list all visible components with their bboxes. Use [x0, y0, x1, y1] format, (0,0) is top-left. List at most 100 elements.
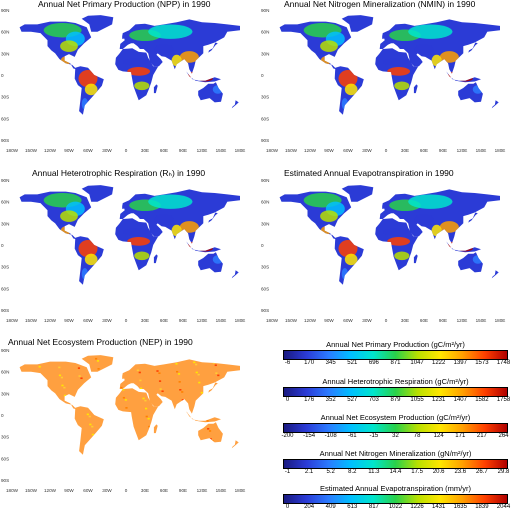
- legend-tick-label: 1397: [453, 360, 467, 366]
- value-patch: [159, 388, 162, 390]
- latitude-label: 60N: [261, 30, 269, 35]
- legend-tick-label: 352: [325, 397, 336, 403]
- value-patch: [122, 228, 149, 236]
- longitude-label: 90W: [64, 318, 74, 323]
- value-patch: [145, 415, 148, 418]
- legend-tick-label: 1226: [410, 504, 424, 510]
- longitude-label: 150E: [476, 148, 487, 153]
- value-patch: [144, 399, 147, 402]
- latitude-label: 60N: [1, 200, 9, 205]
- longitude-label: 30E: [401, 318, 409, 323]
- value-patch: [78, 375, 81, 377]
- longitude-label: 180W: [6, 318, 19, 323]
- japan-landmass: [208, 382, 218, 393]
- value-patch: [120, 386, 123, 389]
- longitude-label: 30E: [401, 148, 409, 153]
- longitude-label: 180E: [235, 148, 246, 153]
- longitude-label: 30E: [141, 148, 149, 153]
- world-map-4: 90N 60N 30N 0 30S 60S 90S 180W 150W 120W 90W 60W 30W…: [261, 178, 505, 323]
- uk-landmass: [122, 203, 127, 209]
- value-patch: [382, 228, 409, 236]
- value-patch: [136, 369, 139, 372]
- legend-title: Annual Net Nitrogen Mineralization (gN/m…: [319, 449, 472, 458]
- legend-tick-label: 1047: [410, 360, 424, 366]
- value-patch: [338, 69, 358, 88]
- colorbar: [283, 459, 508, 469]
- madagascar-landmass: [413, 254, 418, 264]
- longitude-label: 60W: [343, 148, 353, 153]
- value-patch: [161, 390, 164, 393]
- latitude-label: 30S: [261, 95, 269, 100]
- longitude-label: 60W: [83, 488, 93, 493]
- longitude-label: 180W: [6, 148, 19, 153]
- latitude-label: 30S: [1, 265, 9, 270]
- indonesia-landmass: [186, 411, 221, 423]
- legend-tick-label: 817: [368, 504, 379, 510]
- legend-tick-label: 1022: [388, 504, 403, 510]
- value-patch: [344, 83, 358, 96]
- legend-tick-label: 217: [476, 433, 487, 439]
- panel-title: Annual Net Nitrogen Mineralization (NMIN…: [284, 0, 476, 9]
- longitude-label: 120E: [457, 148, 468, 153]
- value-patch: [97, 368, 100, 370]
- latitude-label: 60N: [261, 200, 269, 205]
- longitude-label: 180E: [235, 488, 246, 493]
- legend-tick-label: 170: [304, 360, 315, 366]
- greenland-landmass: [81, 185, 114, 202]
- value-patch: [181, 391, 184, 393]
- latitude-label: 60S: [1, 116, 9, 121]
- latitude-label: 90S: [1, 138, 9, 143]
- latitude-label: 0: [1, 413, 4, 418]
- legend-tick-label: 1407: [453, 397, 467, 403]
- value-patch: [125, 407, 128, 409]
- value-patch: [206, 420, 209, 422]
- colorbar-legend: Annual Net Nitrogen Mineralization (gN/m…: [283, 449, 510, 479]
- value-patch: [60, 210, 78, 222]
- latitude-label: 90N: [1, 178, 9, 183]
- value-patch: [127, 67, 151, 76]
- colorbar-legend: Estimated Annual Evapotranspiration (mm/…: [283, 484, 511, 514]
- value-patch: [176, 370, 179, 373]
- longitude-label: 120W: [304, 148, 317, 153]
- legend-tick-label: 879: [390, 397, 401, 403]
- value-patch: [394, 81, 410, 91]
- value-patch: [209, 438, 212, 440]
- new-zealand-landmass: [231, 440, 239, 449]
- value-patch: [148, 194, 193, 209]
- value-patch: [124, 399, 127, 401]
- greenland-landmass: [81, 15, 114, 32]
- longitude-label: 120W: [44, 148, 57, 153]
- longitude-label: 150E: [216, 318, 227, 323]
- legend-tick-label: -6: [284, 360, 291, 366]
- value-patch: [148, 24, 193, 39]
- value-patch: [344, 253, 358, 266]
- new-zealand-landmass: [491, 100, 499, 109]
- value-patch: [320, 40, 338, 52]
- legend-tick-label: 29.8: [497, 469, 510, 475]
- latitude-label: 30S: [1, 95, 9, 100]
- longitude-label: 0: [385, 318, 388, 323]
- longitude-label: 180W: [266, 318, 279, 323]
- value-patch: [127, 237, 151, 246]
- south-america-landmass: [74, 406, 104, 455]
- legend-tick-label: 176: [304, 397, 315, 403]
- panel-nep: Annual Net Ecosystem Production (NEP) in…: [0, 337, 250, 517]
- latitude-label: 60S: [1, 456, 9, 461]
- uk-landmass: [382, 33, 387, 39]
- longitude-label: 60E: [420, 148, 428, 153]
- longitude-label: 60E: [160, 318, 168, 323]
- value-patch: [84, 253, 98, 266]
- world-map-2: 90N 60N 30N 0 30S 60S 90S 180W 150W 120W 90W 60W 30W…: [261, 8, 505, 153]
- value-patch: [414, 43, 434, 56]
- legend-tick-label: 1839: [475, 504, 489, 510]
- legend-title: Annual Net Ecosystem Production (gC/m²/y…: [320, 413, 471, 422]
- longitude-label: 60W: [343, 318, 353, 323]
- latitude-label: 0: [261, 73, 264, 78]
- uk-landmass: [122, 373, 127, 379]
- longitude-label: 150E: [216, 488, 227, 493]
- value-patch: [58, 366, 61, 369]
- value-patch: [122, 396, 126, 399]
- world-map-3: 90N 60N 30N 0 30S 60S 90S 180W 150W 120W 90W 60W 30W…: [1, 178, 245, 323]
- longitude-label: 30W: [102, 318, 112, 323]
- legend-tick-label: 2044: [496, 504, 511, 510]
